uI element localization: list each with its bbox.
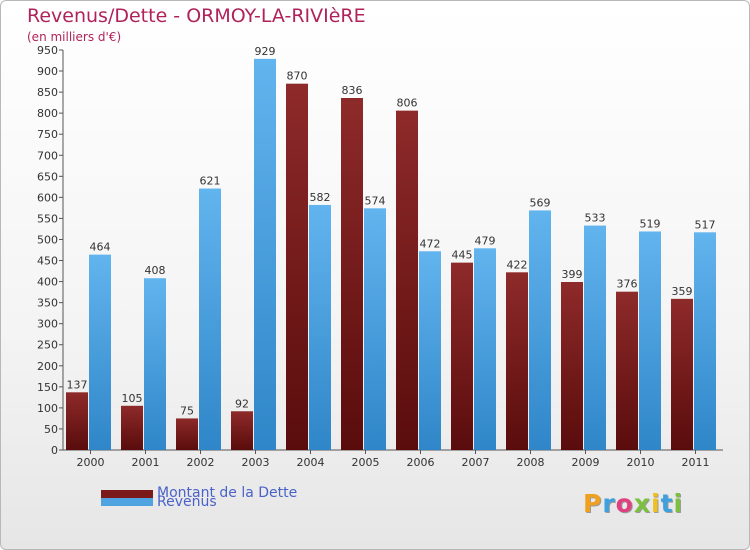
x-tick-label: 2001 [132, 456, 160, 469]
chart-subtitle: (en milliers d'€) [27, 30, 122, 44]
y-tick-label: 200 [37, 360, 58, 373]
value-label-debt: 870 [287, 70, 308, 83]
y-tick-label: 300 [37, 318, 58, 331]
y-tick-label: 100 [37, 402, 58, 415]
bar-debt [176, 418, 198, 450]
y-tick-label: 500 [37, 233, 58, 246]
legend-swatch-revenus [101, 498, 153, 506]
y-tick-label: 50 [44, 423, 58, 436]
value-label-debt: 359 [672, 285, 693, 298]
logo-letter: i [651, 489, 661, 518]
y-tick-label: 950 [37, 44, 58, 57]
y-tick-label: 600 [37, 191, 58, 204]
bar-revenus [144, 278, 166, 450]
x-tick-label: 2005 [352, 456, 380, 469]
value-label-debt: 836 [342, 84, 363, 97]
value-label-debt: 75 [180, 404, 194, 417]
bar-debt [506, 272, 528, 450]
x-tick-label: 2006 [407, 456, 435, 469]
bar-revenus [639, 231, 661, 450]
value-label-revenus: 408 [145, 264, 166, 277]
value-label-debt: 105 [122, 392, 143, 405]
bar-revenus [89, 254, 111, 450]
y-tick-label: 550 [37, 212, 58, 225]
x-tick-label: 2010 [627, 456, 655, 469]
bar-debt [616, 291, 638, 450]
y-tick-label: 900 [37, 65, 58, 78]
bar-debt [286, 83, 308, 451]
logo-letter: x [633, 489, 651, 518]
value-label-revenus: 533 [585, 212, 606, 225]
logo-letter: o [615, 489, 634, 518]
value-label-revenus: 479 [475, 234, 496, 247]
y-tick-label: 850 [37, 86, 58, 99]
y-tick-label: 250 [37, 339, 58, 352]
x-tick-label: 2004 [297, 456, 325, 469]
y-tick-label: 650 [37, 170, 58, 183]
value-label-debt: 806 [397, 97, 418, 110]
bar-revenus [254, 58, 276, 451]
x-tick-label: 2008 [517, 456, 545, 469]
logo-letter: i [673, 489, 684, 518]
logo-letter: r [602, 489, 616, 518]
x-tick-label: 2007 [462, 456, 490, 469]
value-label-debt: 137 [67, 378, 88, 391]
value-label-debt: 376 [617, 278, 638, 291]
value-label-debt: 92 [235, 397, 249, 410]
bar-revenus [309, 204, 331, 450]
legend-label-revenus: Revenus [157, 494, 217, 510]
value-label-debt: 445 [452, 249, 473, 262]
value-label-revenus: 519 [640, 217, 661, 230]
bar-debt [341, 98, 363, 450]
bar-debt [451, 262, 473, 450]
value-label-revenus: 569 [530, 196, 551, 209]
value-label-revenus: 621 [200, 175, 221, 188]
y-tick-label: 150 [37, 381, 58, 394]
y-tick-label: 0 [51, 444, 58, 457]
x-tick-label: 2009 [572, 456, 600, 469]
y-tick-label: 350 [37, 297, 58, 310]
logo-letter: P [583, 489, 603, 518]
bar-debt [231, 411, 253, 450]
x-tick-label: 2002 [187, 456, 215, 469]
proxiti-logo: Proxiti [583, 489, 683, 518]
x-tick-label: 2000 [77, 456, 105, 469]
value-label-debt: 399 [562, 268, 583, 281]
chart-title: Revenus/Dette - ORMOY-LA-RIVIèRE [27, 5, 366, 27]
bar-revenus [474, 248, 496, 450]
value-label-revenus: 929 [255, 45, 276, 58]
bar-revenus [584, 225, 606, 450]
y-tick-label: 800 [37, 107, 58, 120]
value-label-revenus: 574 [365, 194, 386, 207]
value-label-revenus: 464 [90, 241, 111, 254]
bar-debt [121, 405, 143, 450]
y-tick-label: 400 [37, 276, 58, 289]
bar-revenus [694, 232, 716, 450]
x-tick-label: 2003 [242, 456, 270, 469]
y-tick-label: 450 [37, 255, 58, 268]
value-label-revenus: 517 [695, 218, 716, 231]
bar-revenus [419, 251, 441, 450]
x-tick-label: 2011 [682, 456, 710, 469]
y-tick-label: 750 [37, 128, 58, 141]
legend-label-debt: Montant de la Dette [157, 485, 298, 501]
bar-revenus [199, 188, 221, 451]
legend-swatch-debt [101, 490, 153, 498]
bar-revenus [529, 210, 551, 450]
value-label-revenus: 582 [310, 191, 331, 204]
bar-debt [561, 282, 583, 450]
bar-debt [66, 392, 88, 450]
y-tick-label: 700 [37, 149, 58, 162]
value-label-debt: 422 [507, 258, 528, 271]
bar-revenus [364, 208, 386, 450]
value-label-revenus: 472 [420, 237, 441, 250]
bar-debt [671, 298, 693, 450]
bar-debt [396, 110, 418, 450]
logo-letter: t [660, 489, 674, 518]
